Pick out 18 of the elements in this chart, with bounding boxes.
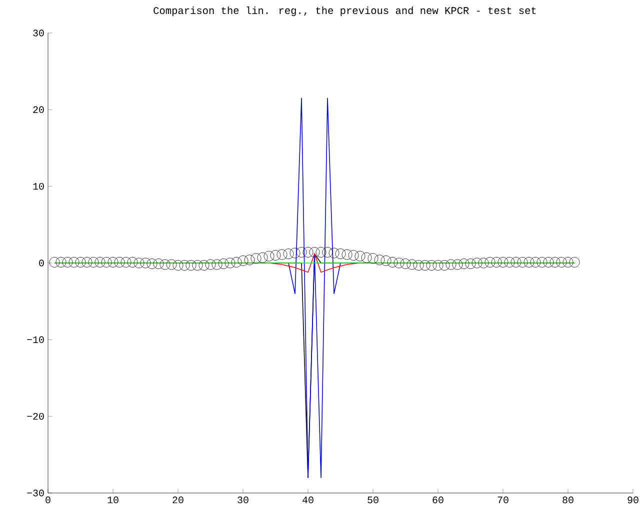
x-tick-label: 90 [628, 496, 638, 504]
x-tick-label: 70 [498, 496, 508, 504]
x-tick-label: 80 [562, 496, 574, 504]
y-tick-label: −20 [27, 412, 44, 420]
chart-title: Comparison the lin. reg., the previous and new KPCR - test set [154, 6, 536, 16]
x-tick-label: 20 [172, 496, 184, 504]
y-tick-label: −30 [27, 490, 44, 496]
x-tick-label: 0 [46, 496, 50, 504]
y-tick-label: −10 [27, 336, 44, 344]
y-tick-label: 0 [39, 260, 44, 266]
y-tick-label: 10 [33, 182, 44, 190]
x-tick-label: 30 [238, 496, 248, 504]
x-tick-label: 60 [432, 496, 444, 504]
x-tick-label: 40 [302, 496, 314, 504]
y-tick-label: 30 [33, 30, 44, 36]
x-tick-label: 10 [108, 496, 118, 504]
y-tick-label: 20 [33, 106, 44, 114]
x-tick-label: 50 [368, 496, 378, 504]
